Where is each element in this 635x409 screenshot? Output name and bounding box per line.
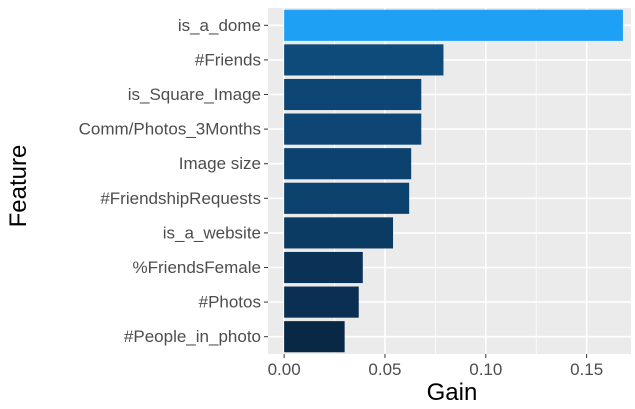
x-tick-label: 0.10 <box>469 360 502 379</box>
y-tick-label: Image size <box>179 154 261 173</box>
y-tick-label: is_a_dome <box>178 16 261 35</box>
y-tick-label: is_a_website <box>163 223 261 242</box>
y-axis-ticks: is_a_dome #Friends is_Square_Image Comm/Pho… <box>79 16 268 346</box>
bar-4 <box>284 113 422 145</box>
bar-3 <box>284 78 422 111</box>
bar-7 <box>284 217 394 249</box>
bar-8 <box>284 251 363 284</box>
y-tick-label: #Photos <box>199 293 261 312</box>
y-tick-label: #FriendshipRequests <box>100 189 261 208</box>
bars <box>284 9 623 353</box>
y-axis-title: Feature <box>5 145 32 228</box>
y-tick-label: Comm/Photos_3Months <box>79 120 261 139</box>
bar-6 <box>284 182 410 214</box>
y-tick-label: #Friends <box>195 50 261 69</box>
y-tick-label: %FriendsFemale <box>133 258 262 277</box>
y-tick-label: #People_in_photo <box>124 327 261 346</box>
x-axis-ticks: 0.00 0.05 0.10 0.15 <box>268 354 603 379</box>
y-tick-label: is_Square_Image <box>128 85 261 104</box>
x-tick-label: 0.05 <box>368 360 401 379</box>
bar-2 <box>284 44 444 76</box>
bar-1 <box>284 9 623 41</box>
x-axis-title: Gain <box>427 379 478 406</box>
x-tick-label: 0.15 <box>570 360 603 379</box>
x-tick-label: 0.00 <box>268 360 301 379</box>
bar-10 <box>284 321 345 353</box>
bar-9 <box>284 286 359 318</box>
bar-5 <box>284 148 412 180</box>
